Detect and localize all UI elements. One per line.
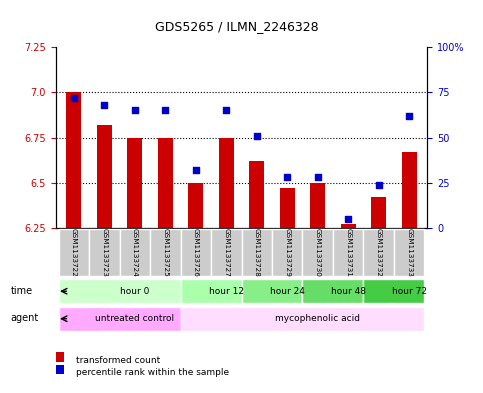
Text: agent: agent [11, 313, 39, 323]
Text: GSM1133726: GSM1133726 [193, 228, 199, 277]
FancyBboxPatch shape [89, 229, 120, 276]
Point [314, 174, 322, 180]
Text: GSM1133733: GSM1133733 [406, 228, 412, 277]
Bar [249, 161, 264, 228]
Text: hour 24: hour 24 [270, 287, 305, 296]
FancyBboxPatch shape [242, 279, 302, 303]
Text: hour 72: hour 72 [392, 287, 426, 296]
FancyBboxPatch shape [394, 229, 425, 276]
Text: untreated control: untreated control [95, 314, 174, 323]
Point [161, 107, 169, 114]
Text: GSM1133722: GSM1133722 [71, 228, 77, 277]
Text: GSM1133730: GSM1133730 [315, 228, 321, 277]
Point [222, 107, 230, 114]
FancyBboxPatch shape [363, 279, 425, 303]
Text: GSM1133731: GSM1133731 [345, 228, 351, 277]
FancyBboxPatch shape [363, 229, 394, 276]
FancyBboxPatch shape [242, 229, 272, 276]
FancyBboxPatch shape [181, 279, 242, 303]
Bar [310, 183, 326, 228]
Text: time: time [11, 286, 33, 296]
Bar [341, 224, 356, 228]
Bar [56, 365, 64, 375]
Point [253, 132, 261, 139]
Text: percentile rank within the sample: percentile rank within the sample [76, 368, 229, 377]
Point [131, 107, 139, 114]
FancyBboxPatch shape [181, 229, 211, 276]
Bar [401, 152, 417, 228]
Text: hour 0: hour 0 [120, 287, 150, 296]
Bar [97, 125, 112, 228]
Point [375, 182, 383, 188]
FancyBboxPatch shape [181, 307, 425, 331]
FancyBboxPatch shape [120, 229, 150, 276]
Bar [66, 92, 82, 228]
FancyBboxPatch shape [211, 229, 242, 276]
FancyBboxPatch shape [302, 229, 333, 276]
FancyBboxPatch shape [150, 229, 181, 276]
Point [70, 95, 78, 101]
Point [344, 216, 352, 222]
Text: hour 12: hour 12 [209, 287, 244, 296]
Text: GSM1133728: GSM1133728 [254, 228, 260, 277]
Text: GSM1133732: GSM1133732 [376, 228, 382, 277]
FancyBboxPatch shape [302, 279, 363, 303]
Point [192, 167, 199, 173]
Bar [56, 352, 64, 362]
Bar [219, 138, 234, 228]
Bar [280, 188, 295, 228]
Text: GSM1133727: GSM1133727 [223, 228, 229, 277]
Text: transformed count: transformed count [76, 356, 160, 365]
Text: GSM1133725: GSM1133725 [162, 228, 168, 277]
Bar [371, 197, 386, 228]
FancyBboxPatch shape [58, 279, 181, 303]
FancyBboxPatch shape [58, 229, 89, 276]
Point [284, 174, 291, 180]
Text: GDS5265 / ILMN_2246328: GDS5265 / ILMN_2246328 [155, 20, 318, 33]
Text: GSM1133724: GSM1133724 [132, 228, 138, 277]
Bar [127, 138, 142, 228]
FancyBboxPatch shape [58, 307, 181, 331]
Text: GSM1133723: GSM1133723 [101, 228, 107, 277]
Text: mycophenolic acid: mycophenolic acid [275, 314, 360, 323]
Bar [188, 183, 203, 228]
FancyBboxPatch shape [333, 229, 363, 276]
Bar [157, 138, 173, 228]
Point [405, 113, 413, 119]
FancyBboxPatch shape [272, 229, 302, 276]
Text: GSM1133729: GSM1133729 [284, 228, 290, 277]
Point [100, 102, 108, 108]
Text: hour 48: hour 48 [331, 287, 366, 296]
